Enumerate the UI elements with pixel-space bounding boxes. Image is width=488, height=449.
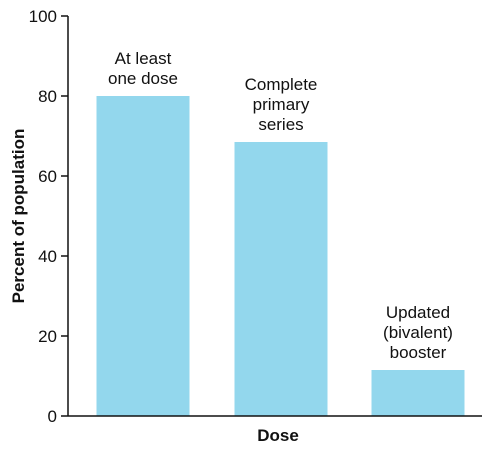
bar-label-line: (bivalent) xyxy=(383,323,453,342)
y-tick-label: 40 xyxy=(38,247,57,266)
y-tick-label: 60 xyxy=(38,167,57,186)
y-axis-ticks: 0 20 40 60 80 100 xyxy=(29,7,68,426)
bar-3 xyxy=(371,370,465,416)
bar-label-line: Complete xyxy=(245,75,318,94)
bar-label-line: At least xyxy=(115,49,172,68)
bar-2 xyxy=(234,142,328,416)
y-tick-label: 100 xyxy=(29,7,57,26)
y-tick-label: 80 xyxy=(38,87,57,106)
bar-label-1: At least one dose xyxy=(108,49,178,88)
bar-1 xyxy=(96,96,190,416)
bar-label-3: Updated (bivalent) booster xyxy=(383,303,453,362)
y-axis-title: Percent of population xyxy=(9,129,28,304)
bar-label-line: one dose xyxy=(108,69,178,88)
y-tick-label: 0 xyxy=(48,407,57,426)
bar-label-line: series xyxy=(258,115,303,134)
bar-label-line: booster xyxy=(390,343,447,362)
bars xyxy=(96,96,465,416)
bar-labels: At least one dose Complete primary series Upd… xyxy=(108,49,453,362)
bar-label-2: Complete primary series xyxy=(245,75,318,134)
bar-label-line: primary xyxy=(253,95,310,114)
x-axis-title: Dose xyxy=(257,426,299,445)
y-tick-label: 20 xyxy=(38,327,57,346)
bar-label-line: Updated xyxy=(386,303,450,322)
